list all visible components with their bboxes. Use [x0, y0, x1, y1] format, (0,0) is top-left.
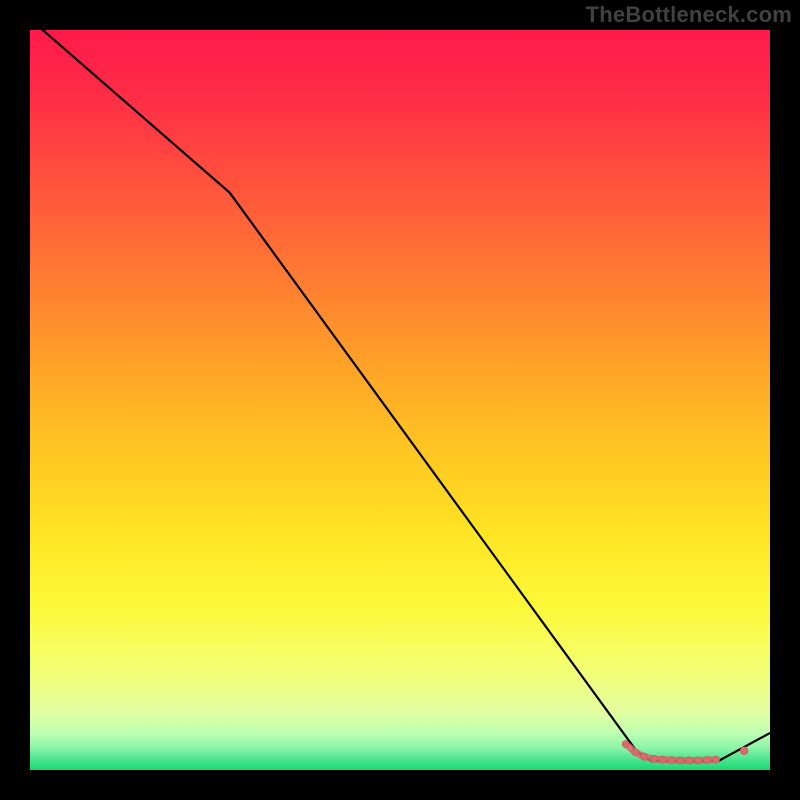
valley-marker [641, 753, 648, 760]
curve-layer [30, 30, 770, 770]
chart-frame: TheBottleneck.com [0, 0, 800, 800]
plot-area [30, 30, 770, 770]
valley-marker [695, 757, 702, 764]
valley-marker [704, 756, 711, 763]
valley-marker [668, 756, 675, 763]
valley-marker [677, 757, 684, 764]
valley-marker [622, 741, 629, 748]
valley-marker [659, 756, 666, 763]
valley-markers [622, 741, 719, 764]
watermark-text: TheBottleneck.com [586, 2, 792, 28]
valley-marker [686, 757, 693, 764]
valley-marker [632, 749, 639, 756]
valley-marker [650, 755, 657, 762]
bottleneck-curve [30, 30, 770, 761]
lone-marker [740, 747, 748, 755]
valley-marker [712, 756, 719, 763]
